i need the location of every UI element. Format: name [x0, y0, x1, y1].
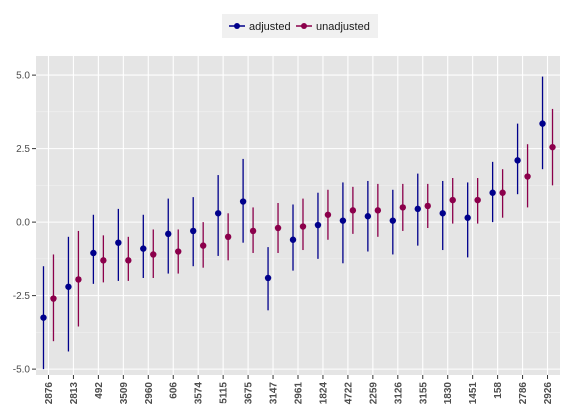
legend: adjusted unadjusted: [222, 14, 378, 38]
point-adjusted: [464, 214, 471, 221]
point-adjusted: [239, 198, 247, 205]
x-tick-label: 1830: [443, 382, 454, 405]
x-tick-label: 3509: [119, 382, 130, 405]
y-tick-label: -2.5: [13, 291, 31, 302]
point-adjusted: [389, 217, 397, 224]
point-unadjusted: [199, 242, 207, 249]
point-adjusted: [289, 236, 297, 243]
x-tick-label: 3574: [194, 382, 205, 405]
point-unadjusted: [374, 207, 382, 214]
point-adjusted: [115, 239, 122, 246]
legend-item-adjusted: adjusted: [229, 21, 291, 33]
x-axis: 2876 2813 492 3509 2960 606 3574 5115 3675 3147 29…: [44, 375, 554, 404]
x-tick-label: 2961: [294, 382, 305, 405]
x-tick-label: 2259: [368, 382, 379, 405]
x-tick-label: 3147: [269, 382, 280, 405]
point-unadjusted: [100, 257, 107, 264]
point-unadjusted: [549, 143, 556, 151]
point-adjusted: [140, 245, 147, 252]
x-tick-label: 2960: [144, 382, 155, 405]
x-tick-label: 3675: [244, 382, 255, 405]
point-unadjusted: [499, 189, 506, 196]
legend-label-unadjusted: unadjusted: [316, 21, 370, 33]
x-tick-label: 492: [94, 382, 105, 399]
grid: [36, 56, 560, 375]
y-tick-label: -5.0: [13, 365, 31, 376]
point-adjusted: [264, 274, 272, 282]
point-unadjusted: [424, 202, 431, 210]
point-unadjusted: [449, 196, 456, 204]
point-adjusted: [364, 213, 372, 220]
point-adjusted: [414, 205, 421, 213]
x-tick-label: 1824: [318, 382, 329, 405]
x-tick-label: 3155: [418, 382, 429, 405]
point-unadjusted: [224, 233, 232, 241]
point-adjusted: [439, 210, 446, 217]
legend-item-unadjusted: unadjusted: [296, 21, 370, 33]
point-unadjusted: [299, 223, 307, 230]
x-tick-label: 2786: [518, 382, 529, 405]
point-adjusted: [40, 314, 47, 321]
x-tick-label: 1451: [468, 382, 479, 405]
point-unadjusted: [274, 224, 282, 232]
legend-key-dot-unadjusted: [301, 23, 307, 29]
point-unadjusted: [249, 227, 257, 235]
point-unadjusted: [75, 276, 82, 283]
x-tick-label: 158: [493, 382, 504, 399]
point-unadjusted: [524, 173, 531, 180]
point-adjusted: [514, 157, 521, 164]
point-unadjusted: [349, 207, 357, 214]
point-adjusted: [65, 283, 72, 290]
point-unadjusted: [399, 204, 406, 211]
legend-label-adjusted: adjusted: [249, 21, 291, 33]
point-adjusted: [314, 221, 322, 229]
y-tick-label: 0.0: [16, 218, 30, 229]
point-adjusted: [339, 217, 347, 224]
data-marks: [40, 76, 556, 370]
y-tick-label: 5.0: [16, 71, 30, 82]
point-unadjusted: [474, 196, 481, 204]
point-unadjusted: [50, 295, 57, 302]
y-tick-label: 2.5: [16, 144, 30, 155]
point-unadjusted: [175, 248, 182, 255]
point-adjusted: [165, 230, 172, 238]
y-axis: -5.0 -2.5 0.0 2.5 5.0: [13, 71, 36, 376]
x-tick-label: 4722: [343, 382, 354, 405]
point-adjusted: [90, 249, 97, 257]
x-tick-label: 5115: [219, 382, 230, 404]
point-adjusted: [214, 210, 222, 217]
point-unadjusted: [125, 257, 132, 264]
x-tick-label: 606: [169, 382, 180, 399]
point-adjusted: [539, 120, 546, 127]
x-tick-label: 3126: [393, 382, 404, 405]
x-tick-label: 2813: [69, 382, 80, 405]
point-unadjusted: [324, 211, 332, 218]
legend-key-dot-adjusted: [234, 23, 240, 29]
x-tick-label: 2926: [543, 382, 554, 405]
x-tick-label: 2876: [44, 382, 55, 405]
point-adjusted: [190, 227, 197, 235]
point-adjusted: [489, 189, 496, 196]
point-unadjusted: [150, 251, 157, 258]
